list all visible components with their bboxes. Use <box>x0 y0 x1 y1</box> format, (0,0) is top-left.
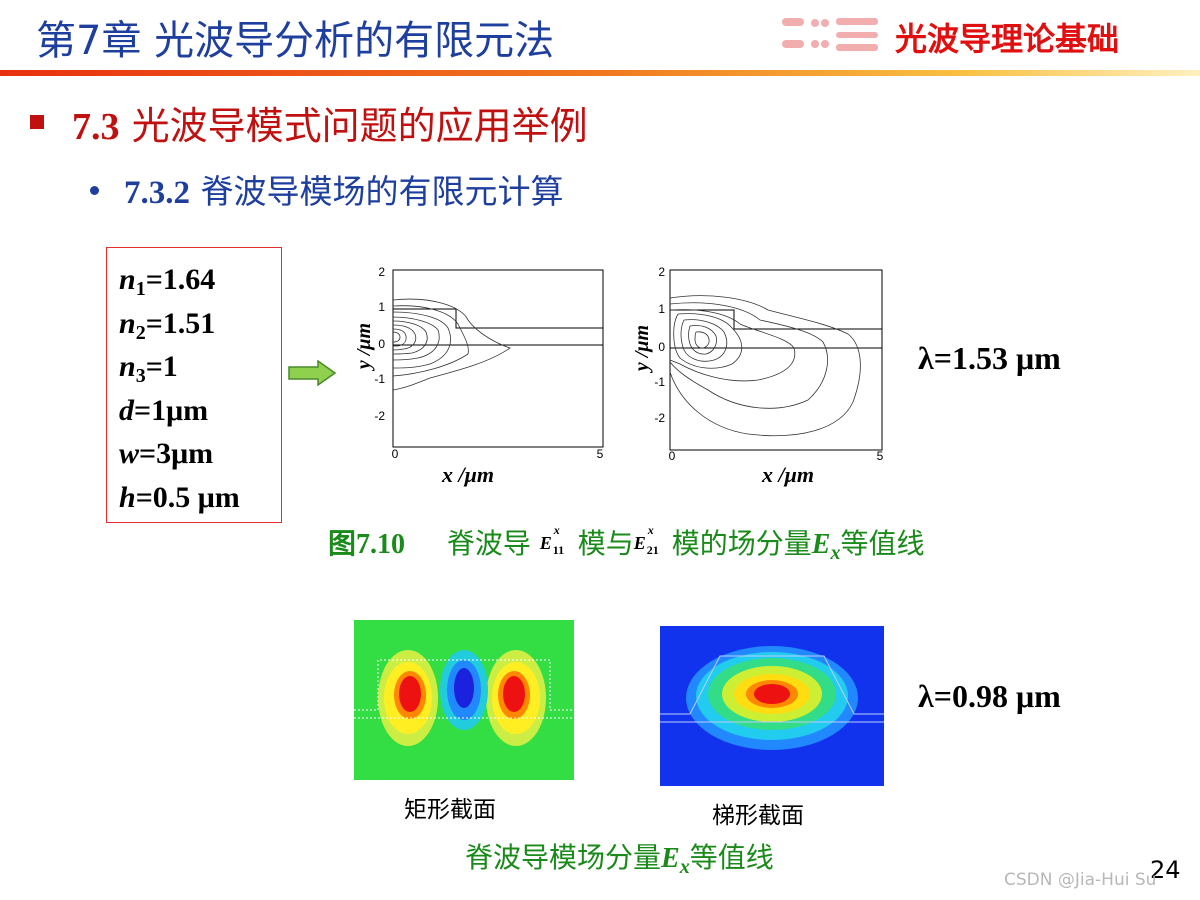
field-images-caption: 脊波导模场分量Ex等值线 <box>465 841 774 878</box>
param-w: w=3μm <box>119 437 214 470</box>
section-text: 光波导模式问题的应用举例 <box>131 104 588 148</box>
svg-text:-2: -2 <box>654 411 665 425</box>
svg-text:1: 1 <box>378 300 385 314</box>
subsection-number: 7.3.2 <box>124 175 190 211</box>
wavelength-label-1: λ=1.53 μm <box>918 340 1061 376</box>
section-bullet <box>30 115 44 129</box>
right-arrow-icon <box>288 359 337 390</box>
param-n1: n1=1.64 <box>119 263 216 300</box>
rect-section-label: 矩形截面 <box>404 797 496 823</box>
param-d: d=1μm <box>119 393 209 427</box>
svg-text:0: 0 <box>392 447 399 461</box>
svg-text:2: 2 <box>658 265 665 279</box>
param-h: h=0.5 μm <box>119 480 240 514</box>
svg-text:2: 2 <box>378 265 385 279</box>
svg-text:-2: -2 <box>374 409 385 423</box>
contour-plot-e11x: 2 1 0 -1 -2 0 5 x /μm y /μm <box>350 262 610 494</box>
subsection-title: 7.3.2 脊波导模场的有限元计算 <box>124 165 564 213</box>
parameter-box: n1=1.64 n2=1.51 n3=1 d=1μm w=3μm h=0.5 μ… <box>106 247 282 523</box>
contour-plot-e21x: 2 1 0 -1 -2 0 5 x /μm y /μm <box>628 262 898 494</box>
svg-text:0: 0 <box>669 449 676 463</box>
trap-field-image <box>660 626 884 790</box>
svg-text:5: 5 <box>597 447 604 461</box>
x-axis-label: x /μm <box>761 462 814 487</box>
page-number: 24 <box>1150 856 1181 884</box>
svg-text:0: 0 <box>378 337 385 351</box>
subsection-bullet <box>90 186 99 195</box>
svg-text:1: 1 <box>658 302 665 316</box>
svg-text:-1: -1 <box>654 375 665 389</box>
svg-text:0: 0 <box>658 340 665 354</box>
section-number: 7.3 <box>72 106 120 148</box>
header-divider <box>0 70 1200 76</box>
svg-text:5: 5 <box>877 449 884 463</box>
course-logo <box>780 14 884 58</box>
param-n2: n2=1.51 <box>119 306 216 344</box>
course-title: 光波导理论基础 <box>895 20 1120 58</box>
param-n3: n3=1 <box>119 350 178 387</box>
y-axis-label: y /μm <box>353 323 375 371</box>
x-axis-label: x /μm <box>441 462 494 487</box>
section-title: 7.3 光波导模式问题的应用举例 <box>72 95 588 150</box>
wavelength-label-2: λ=0.98 μm <box>918 678 1061 714</box>
chapter-title: 第7章 光波导分析的有限元法 <box>36 18 555 64</box>
rect-field-image <box>354 620 574 784</box>
y-axis-label: y /μm <box>631 325 653 373</box>
watermark: CSDN @Jia-Hui Su <box>1004 870 1157 890</box>
svg-text:-1: -1 <box>374 372 385 386</box>
subsection-text: 脊波导模场的有限元计算 <box>200 172 564 211</box>
trap-section-label: 梯形截面 <box>712 803 804 829</box>
figure-number: 图7.10 <box>328 529 406 560</box>
